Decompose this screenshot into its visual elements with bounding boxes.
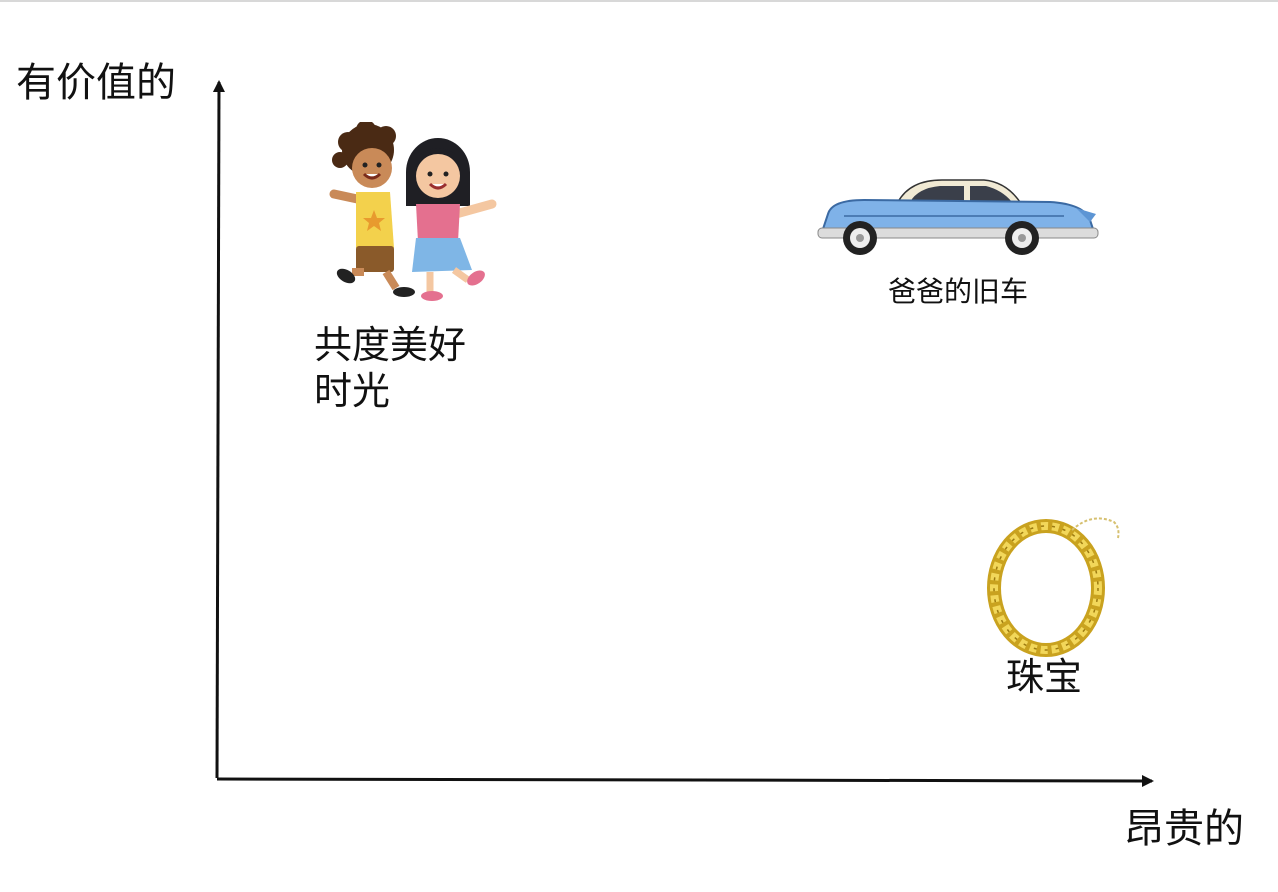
y-axis-label: 有价值的 — [16, 60, 176, 106]
top-divider — [0, 0, 1278, 2]
dads-old-car-label: 爸爸的旧车 — [888, 275, 1029, 308]
girl-figure — [406, 138, 497, 301]
x-axis — [216, 774, 1154, 787]
jewelry-label: 珠宝 — [1006, 655, 1083, 699]
children-icon — [329, 122, 497, 301]
vintage-car-icon — [817, 179, 1099, 255]
y-axis — [212, 80, 225, 779]
x-axis-label: 昂贵的 — [1124, 806, 1244, 852]
boy-figure — [329, 122, 415, 297]
gold-necklace-icon — [987, 517, 1120, 657]
quality-time-label-line-2: 时光 — [314, 369, 391, 413]
quality-time-label-line-1: 共度美好 — [314, 323, 467, 367]
quality-time-label: 共度美好 时光 — [314, 322, 466, 414]
